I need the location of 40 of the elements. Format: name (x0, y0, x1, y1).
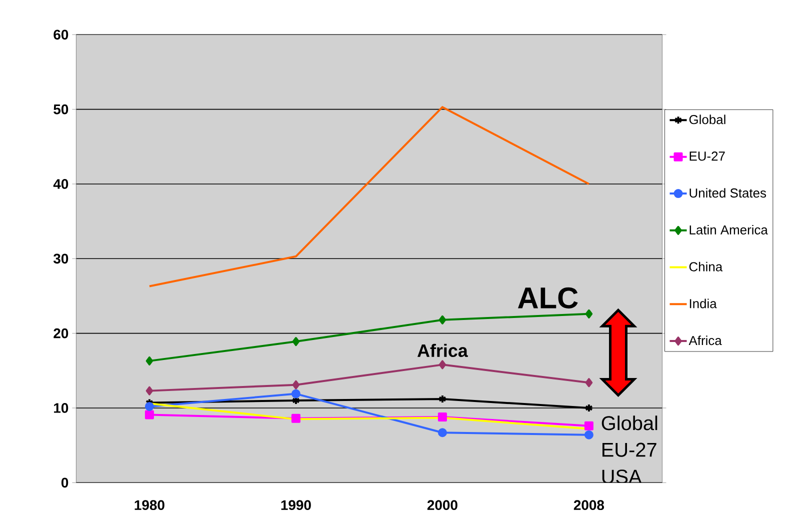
y-tick-label: 40 (53, 179, 68, 189)
y-tick-label: 10 (54, 403, 68, 413)
y-tick-label: 60 (54, 30, 68, 40)
line-series (148, 106, 590, 288)
legend-label: China (689, 262, 723, 272)
x-tick-label: 1990 (281, 500, 311, 510)
y-tick-label: 20 (54, 328, 68, 338)
point (584, 430, 594, 440)
x-tick-label: 2008 (574, 500, 604, 510)
point (584, 421, 594, 430)
point (292, 380, 300, 390)
legend-label: EU-27 (690, 152, 725, 161)
point (291, 414, 300, 423)
point (438, 315, 446, 324)
point (291, 389, 300, 398)
point (144, 402, 154, 411)
point (146, 386, 154, 396)
x-tick-label: 2000 (427, 500, 458, 510)
point (585, 378, 593, 388)
point (438, 412, 447, 422)
legend-label: United States (690, 188, 766, 198)
annotation: EU-27 (602, 442, 656, 457)
point (144, 410, 154, 420)
y-tick-label: 0 (61, 478, 68, 488)
annotation: Global (602, 416, 658, 430)
point (438, 428, 447, 438)
y-tick-label: 30 (53, 254, 68, 264)
annotation: USA (602, 470, 642, 484)
legend-label: Latin America (690, 224, 768, 234)
legend-label: India (690, 298, 717, 308)
legend-label: Africa (688, 336, 722, 346)
y-tick-label: 50 (54, 104, 68, 114)
point (585, 309, 593, 318)
point (146, 356, 154, 366)
annotation: ALC (518, 287, 578, 308)
point (438, 360, 446, 370)
annotation: Africa (417, 344, 468, 358)
point (292, 337, 300, 346)
x-tick-label: 1980 (134, 500, 164, 510)
legend-label: Global (689, 114, 726, 124)
